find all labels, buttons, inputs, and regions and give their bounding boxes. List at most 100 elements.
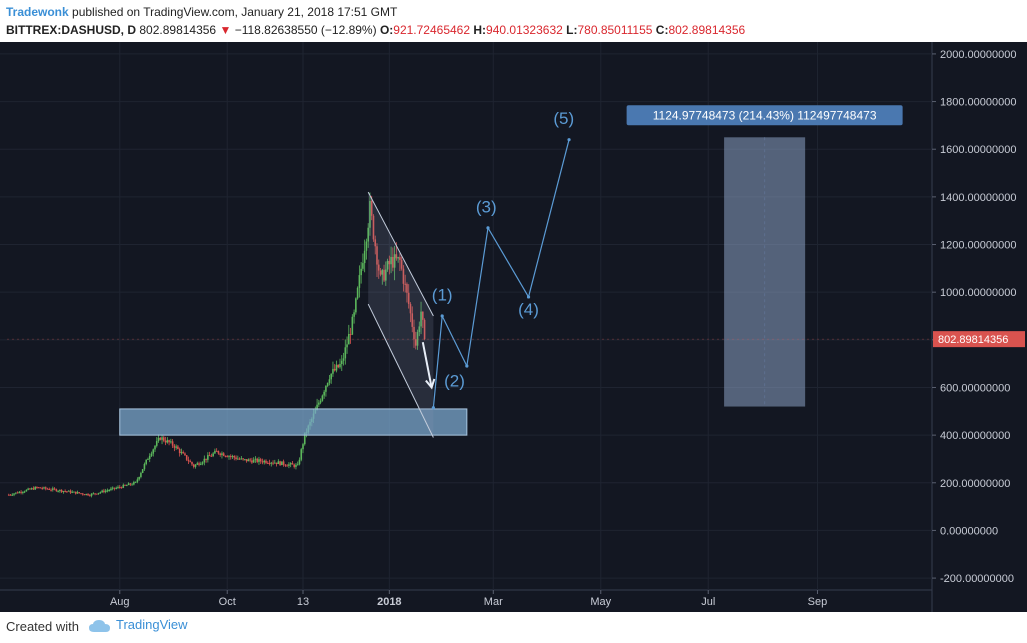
candle-body: [161, 437, 163, 440]
candle-body: [9, 494, 12, 496]
candle-body: [330, 373, 332, 380]
candle-body: [337, 364, 340, 368]
candle-body: [150, 453, 153, 456]
candle-body: [29, 488, 31, 490]
channel-line: [367, 191, 434, 317]
candle-body: [166, 440, 169, 443]
y-tick-label: 1000.00000000: [940, 287, 1016, 299]
candle-body: [16, 492, 19, 494]
candle-body: [342, 358, 345, 361]
candle-body: [143, 463, 146, 470]
close-value: 802.89814356: [668, 23, 746, 37]
candle-body: [126, 485, 128, 487]
candle-body: [152, 449, 155, 454]
candle-body: [381, 269, 384, 275]
tradingview-brand[interactable]: TradingView: [88, 617, 188, 633]
publish-line: Tradewonk published on TradingView.com, …: [6, 5, 397, 19]
wave-label: (3): [476, 197, 497, 216]
close-label: C:: [655, 23, 669, 37]
open-label: O:: [379, 23, 394, 37]
author-name[interactable]: Tradewonk: [6, 5, 69, 19]
price-tag-bg: [933, 331, 1025, 348]
candle-body: [339, 363, 341, 368]
candle-body: [136, 479, 139, 482]
candle-body: [62, 491, 65, 493]
channel-line: [367, 303, 434, 438]
candle-body: [185, 455, 188, 460]
candle-body: [226, 456, 229, 458]
candle-body: [238, 458, 241, 460]
candle-body: [168, 440, 170, 443]
candle-body: [231, 456, 234, 458]
candle-body: [155, 441, 158, 446]
candle-body: [298, 459, 301, 465]
candle-body: [393, 254, 396, 268]
candle-body: [270, 462, 273, 464]
high-value: 940.01323632: [486, 23, 563, 37]
candle-body: [200, 463, 202, 465]
candle-body: [369, 201, 371, 228]
candle-body: [104, 490, 107, 493]
candle-body: [90, 493, 93, 496]
candle-body: [22, 492, 24, 494]
measure-label-bg: [626, 105, 903, 126]
candle-body: [326, 382, 329, 386]
candle-body: [41, 488, 44, 490]
candle-body: [127, 483, 130, 486]
candle-body: [409, 304, 412, 314]
candle-body: [131, 484, 133, 486]
candle-body: [284, 464, 287, 466]
candle-body: [374, 239, 377, 247]
candle-body: [60, 489, 63, 492]
candle-body: [266, 462, 269, 464]
symbol-name: BITTREX:DASHUSD, D: [6, 23, 137, 37]
candle-body: [363, 250, 366, 264]
candle-body: [411, 313, 414, 327]
candle-body: [96, 493, 98, 495]
candle-body: [124, 484, 126, 486]
candle-body: [275, 462, 278, 465]
candle-body: [18, 491, 21, 494]
candle-body: [73, 491, 75, 493]
candle-body: [140, 472, 142, 477]
candle-body: [388, 260, 391, 265]
wave-label: (4): [518, 300, 539, 319]
candle-body: [32, 488, 35, 490]
candle-body: [244, 459, 246, 461]
candle-body: [129, 483, 132, 485]
candle-body: [43, 487, 45, 489]
candle-body: [52, 488, 54, 490]
arrow-head-icon: [425, 378, 436, 390]
candle-body: [219, 453, 221, 455]
candle-body: [252, 459, 255, 463]
candle-body: [323, 391, 325, 396]
candle-body: [23, 491, 26, 493]
candle-body: [251, 460, 253, 463]
candle-body: [189, 461, 192, 463]
candle-body: [145, 459, 147, 464]
candle-body: [53, 488, 56, 490]
candle-body: [87, 493, 89, 496]
candle-body: [113, 487, 116, 489]
candle-body: [117, 486, 119, 488]
candle-body: [400, 259, 403, 269]
candle-body: [69, 490, 72, 493]
candle-body: [192, 464, 195, 467]
candle-body: [173, 445, 176, 448]
candle-body: [281, 461, 283, 466]
candle-body: [177, 446, 179, 449]
high-label: H:: [473, 23, 487, 37]
candle-body: [178, 448, 181, 454]
candle-body: [215, 450, 218, 452]
chart-area[interactable]: 2000.00000000 1800.00000000 1600.00000000 1…: [0, 42, 1027, 612]
candle-body: [383, 269, 385, 281]
y-tick-label: 1400.00000000: [940, 192, 1016, 204]
candle-body: [367, 227, 369, 242]
price-chart[interactable]: 2000.00000000 1800.00000000 1600.00000000 1…: [0, 42, 1027, 612]
candle-body: [344, 347, 347, 359]
candle-body: [66, 491, 68, 493]
candle-body: [103, 490, 105, 493]
candle-body: [97, 492, 100, 494]
candle-body: [159, 437, 162, 440]
candle-body: [175, 446, 177, 448]
